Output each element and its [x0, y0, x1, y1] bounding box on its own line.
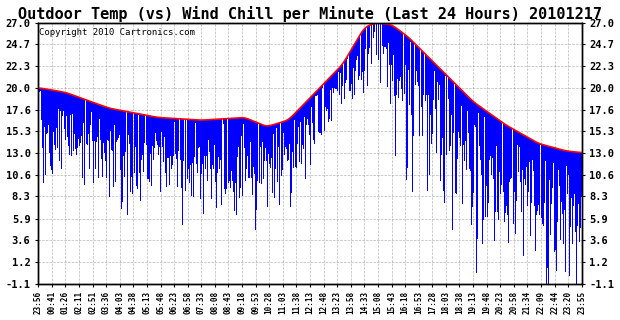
Title: Outdoor Temp (vs) Wind Chill per Minute (Last 24 Hours) 20101217: Outdoor Temp (vs) Wind Chill per Minute …	[18, 5, 602, 21]
Text: Copyright 2010 Cartronics.com: Copyright 2010 Cartronics.com	[39, 28, 195, 37]
